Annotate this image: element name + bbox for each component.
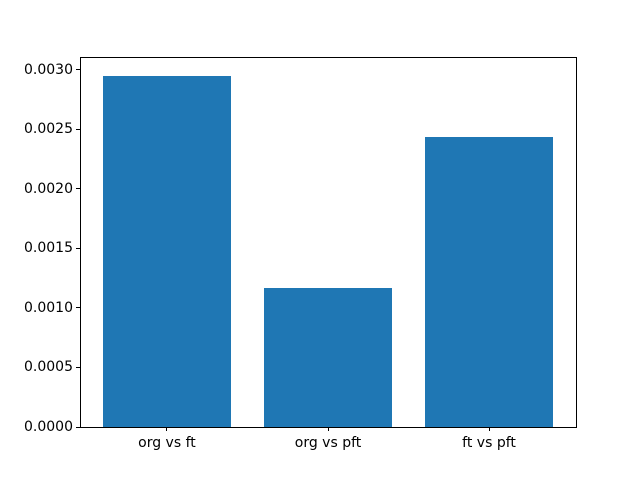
bar <box>424 136 554 427</box>
bar <box>263 287 393 427</box>
x-tick-label: org vs ft <box>138 435 196 451</box>
x-tick-label: org vs pft <box>294 435 362 451</box>
x-tick-mark <box>488 427 490 431</box>
y-tick-mark <box>76 307 80 309</box>
y-tick-mark <box>76 69 80 71</box>
y-tick-label: 0.0000 <box>24 419 73 435</box>
y-tick-label: 0.0015 <box>24 240 73 257</box>
y-tick-mark <box>76 128 80 130</box>
y-tick-label: 0.0005 <box>24 359 73 376</box>
y-tick-mark <box>76 366 80 368</box>
y-tick-label: 0.0010 <box>24 299 73 316</box>
y-tick-label: 0.0020 <box>24 180 73 197</box>
y-tick-mark <box>76 188 80 190</box>
y-tick-label: 0.0025 <box>24 121 73 138</box>
x-tick-label: ft vs pft <box>462 435 516 451</box>
y-tick-label: 0.0030 <box>24 61 73 78</box>
x-tick-mark <box>166 427 168 431</box>
y-tick-mark <box>76 426 80 428</box>
x-tick-mark <box>327 427 329 431</box>
y-tick-mark <box>76 247 80 249</box>
bar <box>102 75 232 427</box>
